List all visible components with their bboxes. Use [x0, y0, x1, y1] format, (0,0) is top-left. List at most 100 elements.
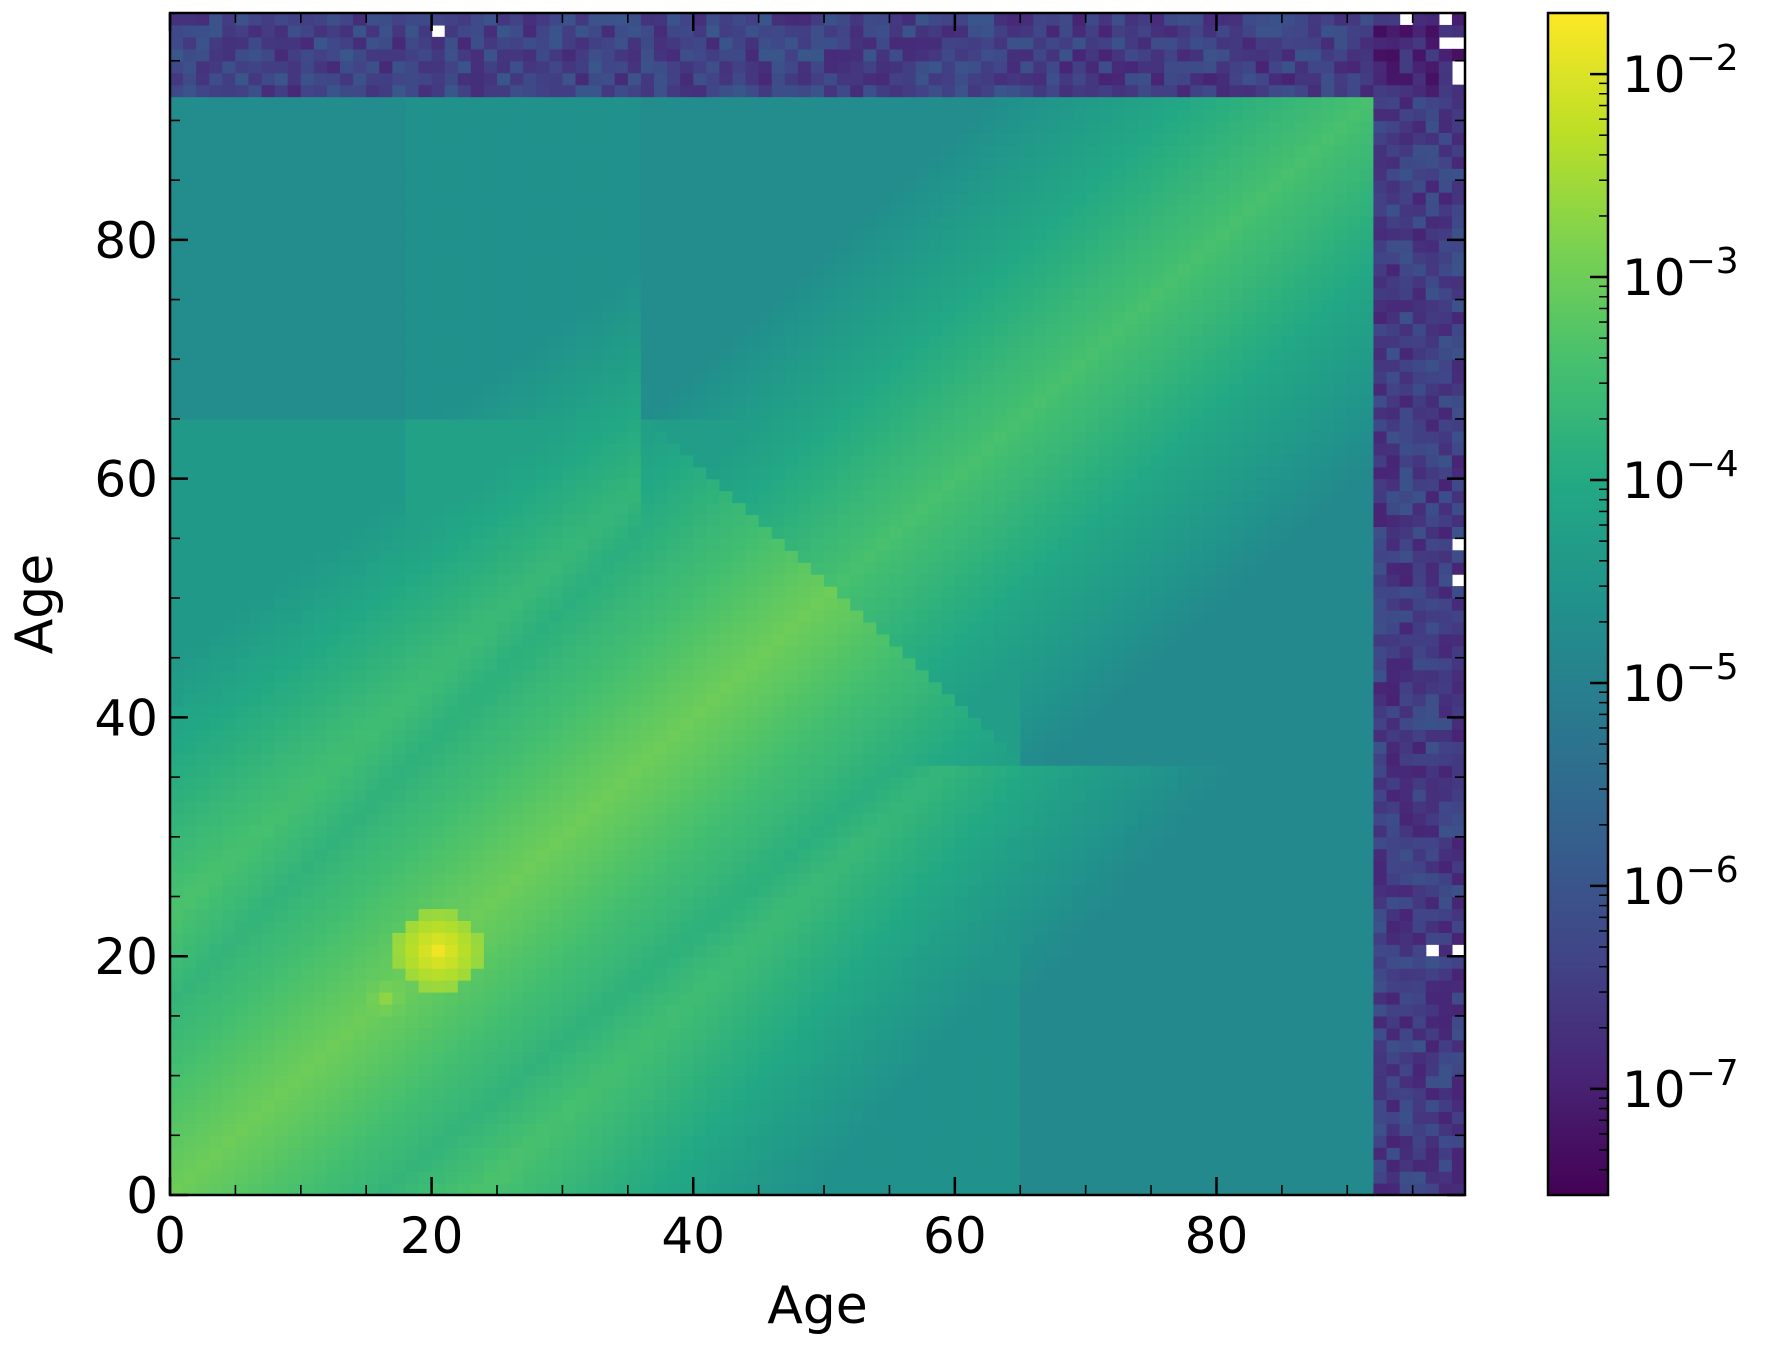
heatmap-cell: [745, 1099, 760, 1113]
heatmap-cell: [549, 490, 564, 504]
heatmap-cell: [340, 204, 354, 217]
heatmap-cell: [470, 645, 485, 659]
heatmap-cell: [732, 669, 747, 683]
heatmap-cell: [470, 729, 485, 742]
heatmap-cell: [366, 836, 380, 850]
heatmap-cell: [209, 669, 223, 683]
heatmap-cell: [392, 418, 407, 432]
heatmap-cell: [706, 848, 720, 862]
heatmap-cell: [497, 1075, 511, 1089]
heatmap-cell: [300, 156, 315, 169]
heatmap-cell: [196, 180, 210, 193]
heatmap-cell: [784, 478, 799, 492]
heatmap-cell: [209, 1063, 223, 1077]
heatmap-cell: [379, 753, 393, 766]
heatmap-cell: [457, 896, 472, 910]
heatmap-cell: [392, 275, 407, 289]
heatmap-cell: [274, 84, 289, 98]
heatmap-cell: [392, 180, 407, 193]
heatmap-cell: [392, 1123, 407, 1136]
heatmap-cell: [693, 598, 707, 611]
heatmap-cell: [693, 120, 707, 133]
heatmap-cell: [667, 263, 681, 277]
heatmap-cell: [536, 884, 550, 898]
heatmap-cell: [797, 765, 812, 778]
heatmap-cell: [771, 454, 786, 468]
heatmap-cell: [313, 407, 328, 420]
heatmap-cell: [274, 192, 289, 205]
heatmap-cell: [353, 299, 367, 313]
heatmap-cell: [771, 824, 786, 838]
heatmap-cell: [470, 1183, 485, 1196]
heatmap-cell: [640, 944, 655, 957]
heatmap-cell: [640, 777, 655, 790]
heatmap-cell: [510, 311, 524, 325]
heatmap-cell: [431, 765, 446, 778]
heatmap-cell: [405, 621, 420, 635]
heatmap-cell: [575, 359, 590, 372]
heatmap-cell: [497, 215, 511, 229]
heatmap-cell: [797, 980, 812, 993]
heatmap-cell: [784, 860, 799, 874]
heatmap-cell: [510, 108, 524, 122]
heatmap-cell: [810, 490, 825, 504]
heatmap-cell: [575, 777, 590, 790]
heatmap-cell: [444, 395, 459, 408]
heatmap-cell: [170, 550, 184, 563]
heatmap-cell: [183, 466, 197, 480]
heatmap-cell: [588, 645, 603, 659]
heatmap-cell: [614, 645, 629, 659]
heatmap-cell: [470, 944, 485, 957]
heatmap-cell: [797, 753, 812, 766]
heatmap-cell: [680, 574, 694, 587]
heatmap-cell: [444, 598, 459, 611]
heatmap-cell: [549, 275, 564, 289]
heatmap-cell: [379, 239, 393, 253]
heatmap-cell: [261, 1027, 276, 1041]
heatmap-cell: [274, 156, 289, 169]
heatmap-cell: [405, 741, 420, 754]
heatmap-cell: [680, 1123, 694, 1136]
heatmap-cell: [536, 335, 550, 348]
heatmap-cell: [510, 1123, 524, 1136]
heatmap-cell: [575, 239, 590, 253]
heatmap-cell: [719, 812, 734, 826]
heatmap-cell: [353, 1183, 367, 1196]
heatmap-cell: [392, 430, 407, 444]
heatmap-cell: [222, 789, 236, 802]
heatmap-cell: [366, 956, 380, 969]
heatmap-cell: [706, 1003, 720, 1017]
heatmap-cell: [340, 729, 354, 742]
heatmap-cell: [274, 609, 289, 623]
heatmap-cell: [758, 1099, 773, 1113]
heatmap-cell: [810, 299, 825, 313]
heatmap-cell: [196, 442, 210, 456]
heatmap-cell: [536, 1171, 550, 1184]
heatmap-cell: [235, 633, 250, 647]
heatmap-cell: [222, 717, 236, 730]
heatmap-cell: [653, 1027, 668, 1041]
heatmap-cell: [470, 609, 485, 623]
heatmap-cell: [261, 263, 276, 277]
heatmap-cell: [457, 1015, 472, 1029]
heatmap-cell: [235, 1171, 250, 1184]
heatmap-cell: [653, 645, 668, 659]
heatmap-cell: [353, 789, 367, 802]
heatmap-cell: [457, 359, 472, 372]
heatmap-cell: [588, 980, 603, 993]
heatmap-cell: [222, 180, 236, 193]
heatmap-cell: [562, 251, 577, 265]
heatmap-cell: [222, 466, 236, 480]
heatmap-cell: [340, 215, 354, 229]
heatmap-cell: [510, 765, 524, 778]
heatmap-cell: [693, 204, 707, 217]
heatmap-cell: [444, 36, 459, 50]
heatmap-cell: [732, 478, 747, 492]
heatmap-cell: [261, 36, 276, 50]
heatmap-cell: [810, 968, 825, 981]
heatmap-cell: [300, 1159, 315, 1172]
heatmap-cell: [183, 1027, 197, 1041]
heatmap-cell: [562, 657, 577, 671]
heatmap-cell: [457, 693, 472, 707]
heatmap-cell: [418, 1159, 433, 1172]
